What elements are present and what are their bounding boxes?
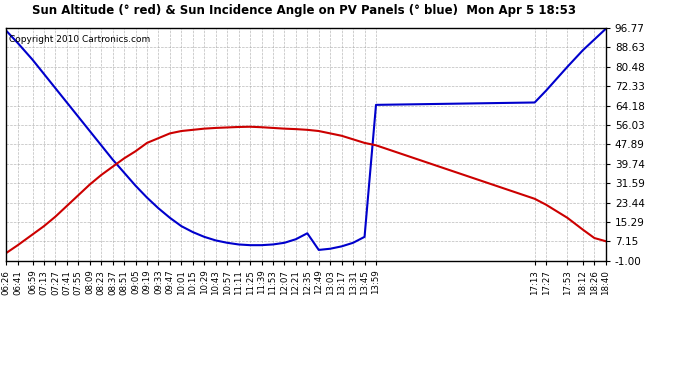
Text: Sun Altitude (° red) & Sun Incidence Angle on PV Panels (° blue)  Mon Apr 5 18:5: Sun Altitude (° red) & Sun Incidence Ang… bbox=[32, 4, 575, 17]
Text: Copyright 2010 Cartronics.com: Copyright 2010 Cartronics.com bbox=[8, 35, 150, 44]
